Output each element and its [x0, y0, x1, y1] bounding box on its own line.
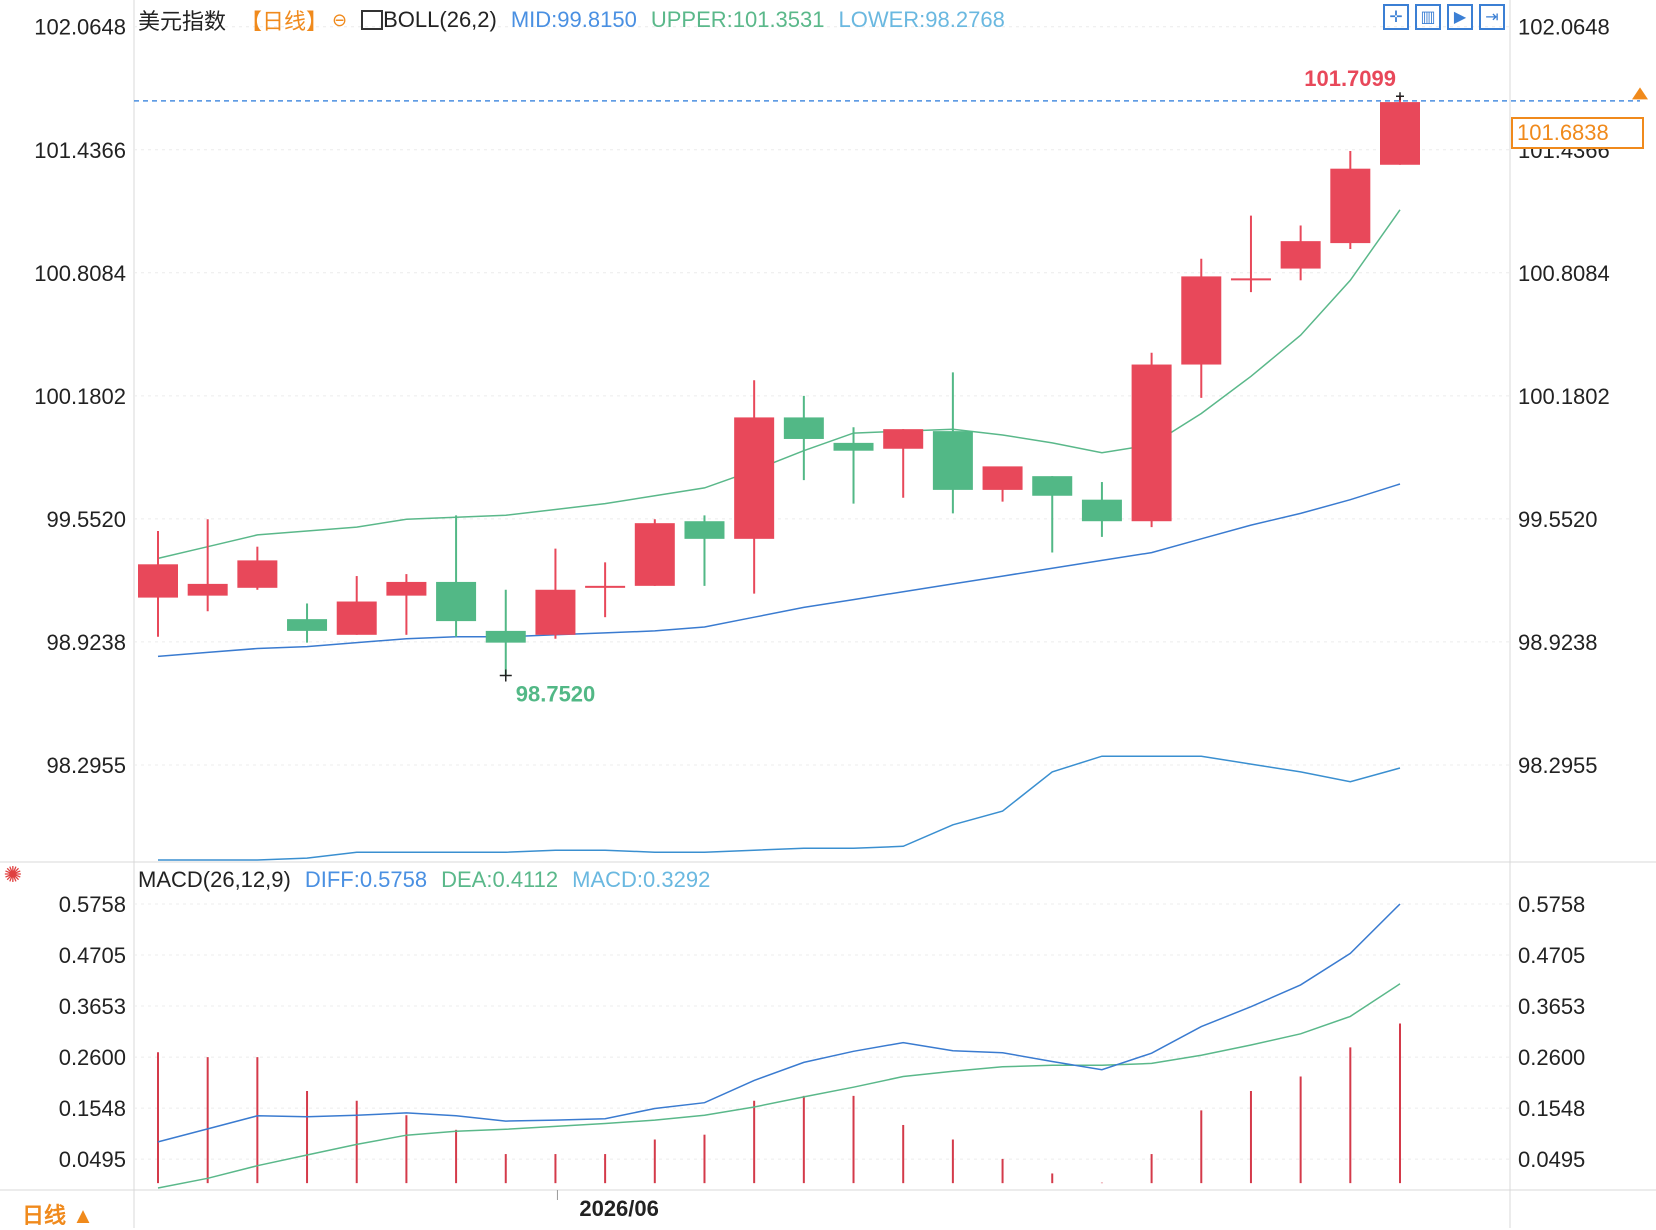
candle-body	[287, 619, 328, 631]
candle-body	[1032, 476, 1073, 496]
minus-circle-icon[interactable]: ⊖	[332, 9, 348, 30]
period-button[interactable]: 日线 ▲	[22, 1203, 94, 1228]
macd-ytick-right: 0.2600	[1518, 1045, 1585, 1070]
candle-body	[1081, 499, 1122, 522]
candle-body	[336, 601, 377, 635]
candle-body	[1181, 276, 1222, 365]
low-label: 98.7520	[516, 682, 596, 707]
next-icon[interactable]: ⇥	[1479, 4, 1505, 30]
candle-body	[634, 523, 675, 586]
macd-ytick-left: 0.0495	[59, 1147, 126, 1172]
boll-upper-value: UPPER:101.3531	[650, 7, 825, 32]
macd-ytick-left: 0.5758	[59, 892, 126, 917]
indicator-name[interactable]: BOLL(26,2)	[383, 7, 497, 32]
boll-lower-line	[158, 755, 1401, 861]
candle-body	[386, 581, 427, 596]
candle-body	[1280, 241, 1321, 269]
macd-macd-value: MACD:0.3292	[572, 867, 711, 892]
high-label: 101.7099	[1304, 66, 1396, 91]
boll-lower-value: LOWER:98.2768	[838, 7, 1005, 32]
macd-ytick-left: 0.2600	[59, 1045, 126, 1070]
macd-ytick-right: 0.1548	[1518, 1096, 1585, 1121]
candle-body	[187, 583, 228, 596]
main-ytick-left: 101.4366	[34, 138, 126, 163]
macd-dea-value: DEA:0.4112	[441, 867, 559, 892]
macd-ytick-right: 0.4705	[1518, 943, 1585, 968]
candle-body	[585, 585, 626, 588]
play-icon[interactable]: ▶	[1447, 4, 1473, 30]
main-ytick-right: 98.2955	[1518, 753, 1598, 778]
settings-icon[interactable]: ✺	[3, 862, 23, 887]
chart-toolbar: ✛ ▥ ▶ ⇥	[1383, 4, 1505, 30]
main-ytick-left: 99.5520	[46, 507, 126, 532]
macd-ytick-left: 0.1548	[59, 1096, 126, 1121]
candle-body	[535, 589, 576, 635]
macd-ytick-right: 0.0495	[1518, 1147, 1585, 1172]
macd-ytick-left: 0.4705	[59, 943, 126, 968]
boll-chart-icon[interactable]	[361, 10, 384, 30]
candle-body	[1131, 364, 1172, 522]
candle-body	[833, 442, 874, 451]
candle-body	[734, 417, 775, 539]
last-price-tag: 101.6838	[1511, 117, 1644, 149]
macd-diff-line	[157, 903, 1401, 1143]
main-ytick-right: 99.5520	[1518, 507, 1598, 532]
candle-body	[1230, 278, 1271, 281]
macd-ytick-right: 0.5758	[1518, 892, 1585, 917]
main-ytick-left: 100.8084	[34, 261, 126, 286]
main-ytick-right: 102.0648	[1518, 15, 1610, 40]
macd-ytick-right: 0.3653	[1518, 994, 1585, 1019]
boll-upper-line	[157, 209, 1401, 560]
macd-diff-value: DIFF:0.5758	[304, 867, 428, 892]
candle-body	[783, 417, 824, 439]
candle-body	[684, 521, 725, 539]
date-axis-label: 2026/06	[579, 1196, 659, 1221]
macd-ytick-left: 0.3653	[59, 994, 126, 1019]
low-marker	[499, 669, 512, 682]
last-price-arrow	[1632, 87, 1648, 100]
main-ytick-right: 100.8084	[1518, 261, 1610, 286]
candle-body	[1330, 168, 1371, 244]
crosshair-icon[interactable]: ✛	[1383, 4, 1409, 30]
boll-mid-line	[157, 483, 1401, 658]
candle-body	[883, 429, 924, 449]
instrument-title: 美元指数	[138, 9, 227, 34]
period-label[interactable]: 【日线】	[240, 9, 329, 34]
main-ytick-left: 100.1802	[34, 384, 126, 409]
candle-body	[1380, 102, 1420, 165]
main-ytick-left: 98.2955	[46, 753, 126, 778]
candle-body	[138, 564, 178, 598]
main-legend: 美元指数 【日线】 ⊖ BOLL(26,2) MID:99.8150 UPPER…	[138, 6, 1019, 34]
candle-body	[237, 560, 278, 588]
bars-icon[interactable]: ▥	[1415, 4, 1441, 30]
candle-body	[982, 466, 1023, 490]
macd-legend: MACD(26,12,9) DIFF:0.5758 DEA:0.4112 MAC…	[138, 866, 724, 894]
main-ytick-left: 102.0648	[34, 15, 126, 40]
main-ytick-right: 98.9238	[1518, 630, 1598, 655]
boll-mid-value: MID:99.8150	[510, 7, 637, 32]
main-ytick-left: 98.9238	[46, 630, 126, 655]
candle-body	[932, 431, 973, 490]
macd-name[interactable]: MACD(26,12,9)	[138, 867, 291, 892]
main-ytick-right: 100.1802	[1518, 384, 1610, 409]
candle-body	[485, 630, 526, 643]
high-marker	[1396, 92, 1404, 101]
macd-dea-line	[157, 983, 1401, 1189]
candle-body	[436, 581, 477, 622]
